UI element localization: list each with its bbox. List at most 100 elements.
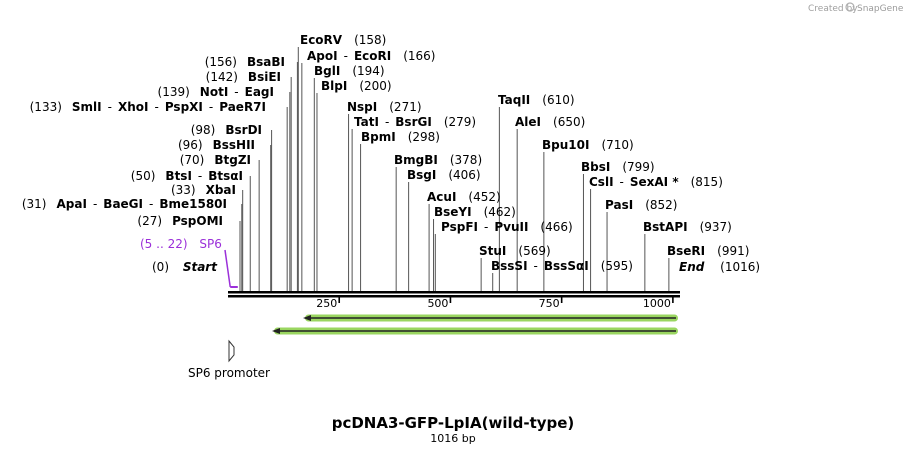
enzyme-name: BtgZI (214, 153, 251, 167)
site-label[interactable]: BbsI (799) (581, 160, 655, 174)
site-pos: (142) (206, 70, 238, 84)
enzyme-name: BsrDI (225, 123, 262, 137)
site-label[interactable]: AcuI (452) (427, 190, 501, 204)
site-label[interactable]: BlpI (200) (321, 79, 392, 93)
site-label[interactable]: (98) BsrDI (191, 123, 262, 137)
site-separator: - (108, 100, 112, 114)
site-pos: (166) (403, 49, 435, 63)
site-pos: (194) (352, 64, 384, 78)
site-separator: - (93, 197, 97, 211)
site-label[interactable]: (33) XbaI (171, 183, 236, 197)
site-separator: - (149, 197, 153, 211)
orf-arrow[interactable] (303, 314, 678, 322)
site-separator: - (198, 169, 202, 183)
enzyme-name: BtsαI (208, 169, 243, 183)
site-label[interactable]: NspI (271) (347, 100, 422, 114)
site-label[interactable]: CslI - SexAI * (815) (589, 175, 723, 189)
start-pos: (0) (152, 260, 169, 274)
site-label[interactable]: (133) SmlI - XhoI - PspXI - PaeR7I (30, 100, 266, 114)
site-label[interactable]: TaqII (610) (498, 93, 575, 107)
site-pos: (200) (359, 79, 391, 93)
site-label[interactable]: ApoI - EcoRI (166) (307, 49, 435, 63)
site-separator: - (385, 115, 389, 129)
primer-label[interactable]: (5 .. 22) SP6 (140, 237, 222, 251)
plasmid-title: pcDNA3-GFP-LpIA(wild-type) (332, 414, 575, 432)
site-connectors (239, 47, 670, 291)
site-label[interactable]: EcoRV (158) (300, 33, 386, 47)
enzyme-name: BglI (314, 64, 340, 78)
enzyme-name: PaeR7I (219, 100, 266, 114)
site-pos: (139) (158, 85, 190, 99)
enzyme-name: BmgBI (394, 153, 438, 167)
primer-pos: (5 .. 22) (140, 237, 188, 251)
plasmid-length: 1016 bp (430, 432, 475, 445)
site-pos: (31) (22, 197, 47, 211)
site-label[interactable]: (142) BsiEI (206, 70, 281, 84)
site-label[interactable]: BseYI (462) (434, 205, 516, 219)
site-label[interactable]: BsgI (406) (407, 168, 481, 182)
arrowhead-icon (303, 315, 311, 321)
enzyme-name: EcoRI (354, 49, 391, 63)
site-pos: (378) (450, 153, 482, 167)
site-label[interactable]: BseRI (991) (667, 244, 749, 258)
site-separator: - (344, 49, 348, 63)
site-label[interactable]: (139) NotI - EagI (158, 85, 274, 99)
enzyme-name: TaqII (498, 93, 530, 107)
site-pos: (815) (691, 175, 723, 189)
enzyme-name: ApoI (307, 49, 338, 63)
enzyme-name: BseYI (434, 205, 472, 219)
sequence-backbone[interactable] (228, 291, 680, 298)
enzyme-name: XbaI (206, 183, 236, 197)
site-label[interactable]: (27) PspOMI (137, 214, 223, 228)
enzyme-name: BbsI (581, 160, 610, 174)
enzyme-name: BpmI (361, 130, 396, 144)
enzyme-name: XhoI (118, 100, 149, 114)
site-label[interactable]: (96) BssHII (178, 138, 255, 152)
sp6-promoter-feature[interactable] (228, 339, 235, 363)
site-label[interactable]: PasI (852) (605, 198, 677, 212)
site-label[interactable]: BglI (194) (314, 64, 385, 78)
enzyme-name: SmlI (72, 100, 102, 114)
orf-arrow[interactable] (272, 327, 678, 335)
site-label[interactable]: BmgBI (378) (394, 153, 482, 167)
site-label[interactable]: (156) BsaBI (205, 55, 285, 69)
site-pos: (569) (518, 244, 550, 258)
site-label[interactable]: (31) ApaI - BaeGI - Bme1580I (22, 197, 227, 211)
enzyme-name: TatI (354, 115, 379, 129)
site-label[interactable]: BssSI - BssSαI (595) (491, 259, 633, 273)
enzyme-name: PspFI (441, 220, 478, 234)
site-label[interactable]: (70) BtgZI (180, 153, 251, 167)
enzyme-name: BstAPI (643, 220, 688, 234)
site-label[interactable]: PspFI - PvuII (466) (441, 220, 573, 234)
site-label[interactable]: BpmI (298) (361, 130, 440, 144)
end-name: End (679, 260, 705, 274)
enzyme-name: NotI (200, 85, 229, 99)
site-separator: - (534, 259, 538, 273)
site-pos: (462) (484, 205, 516, 219)
right-site-labels: EcoRV (158)ApoI - EcoRI (166)BglI (194)BlpI (2… (300, 33, 749, 273)
orf-arrows[interactable] (272, 314, 678, 335)
site-label[interactable]: Bpu10I (710) (542, 138, 634, 152)
site-label[interactable]: StuI (569) (479, 244, 551, 258)
ruler-tick-label: 750 (539, 297, 560, 310)
site-label[interactable]: BstAPI (937) (643, 220, 732, 234)
enzyme-name: EcoRV (300, 33, 343, 47)
site-pos: (96) (178, 138, 203, 152)
enzyme-name: SexAI * (630, 175, 679, 189)
arrowhead-icon (272, 328, 280, 334)
site-label[interactable]: (50) BtsI - BtsαI (131, 169, 243, 183)
enzyme-name: BseRI (667, 244, 705, 258)
enzyme-name: NspI (347, 100, 377, 114)
site-label[interactable]: AleI (650) (515, 115, 585, 129)
site-pos: (799) (622, 160, 654, 174)
snapgene-logo-icon (845, 2, 855, 12)
enzyme-name: CslI (589, 175, 614, 189)
site-pos: (70) (180, 153, 205, 167)
site-label[interactable]: TatI - BsrGI (279) (354, 115, 476, 129)
site-pos: (406) (448, 168, 480, 182)
site-pos: (452) (468, 190, 500, 204)
enzyme-name: PasI (605, 198, 633, 212)
end-pos: (1016) (720, 260, 760, 274)
enzyme-name: BsaBI (247, 55, 285, 69)
enzyme-name: BlpI (321, 79, 347, 93)
